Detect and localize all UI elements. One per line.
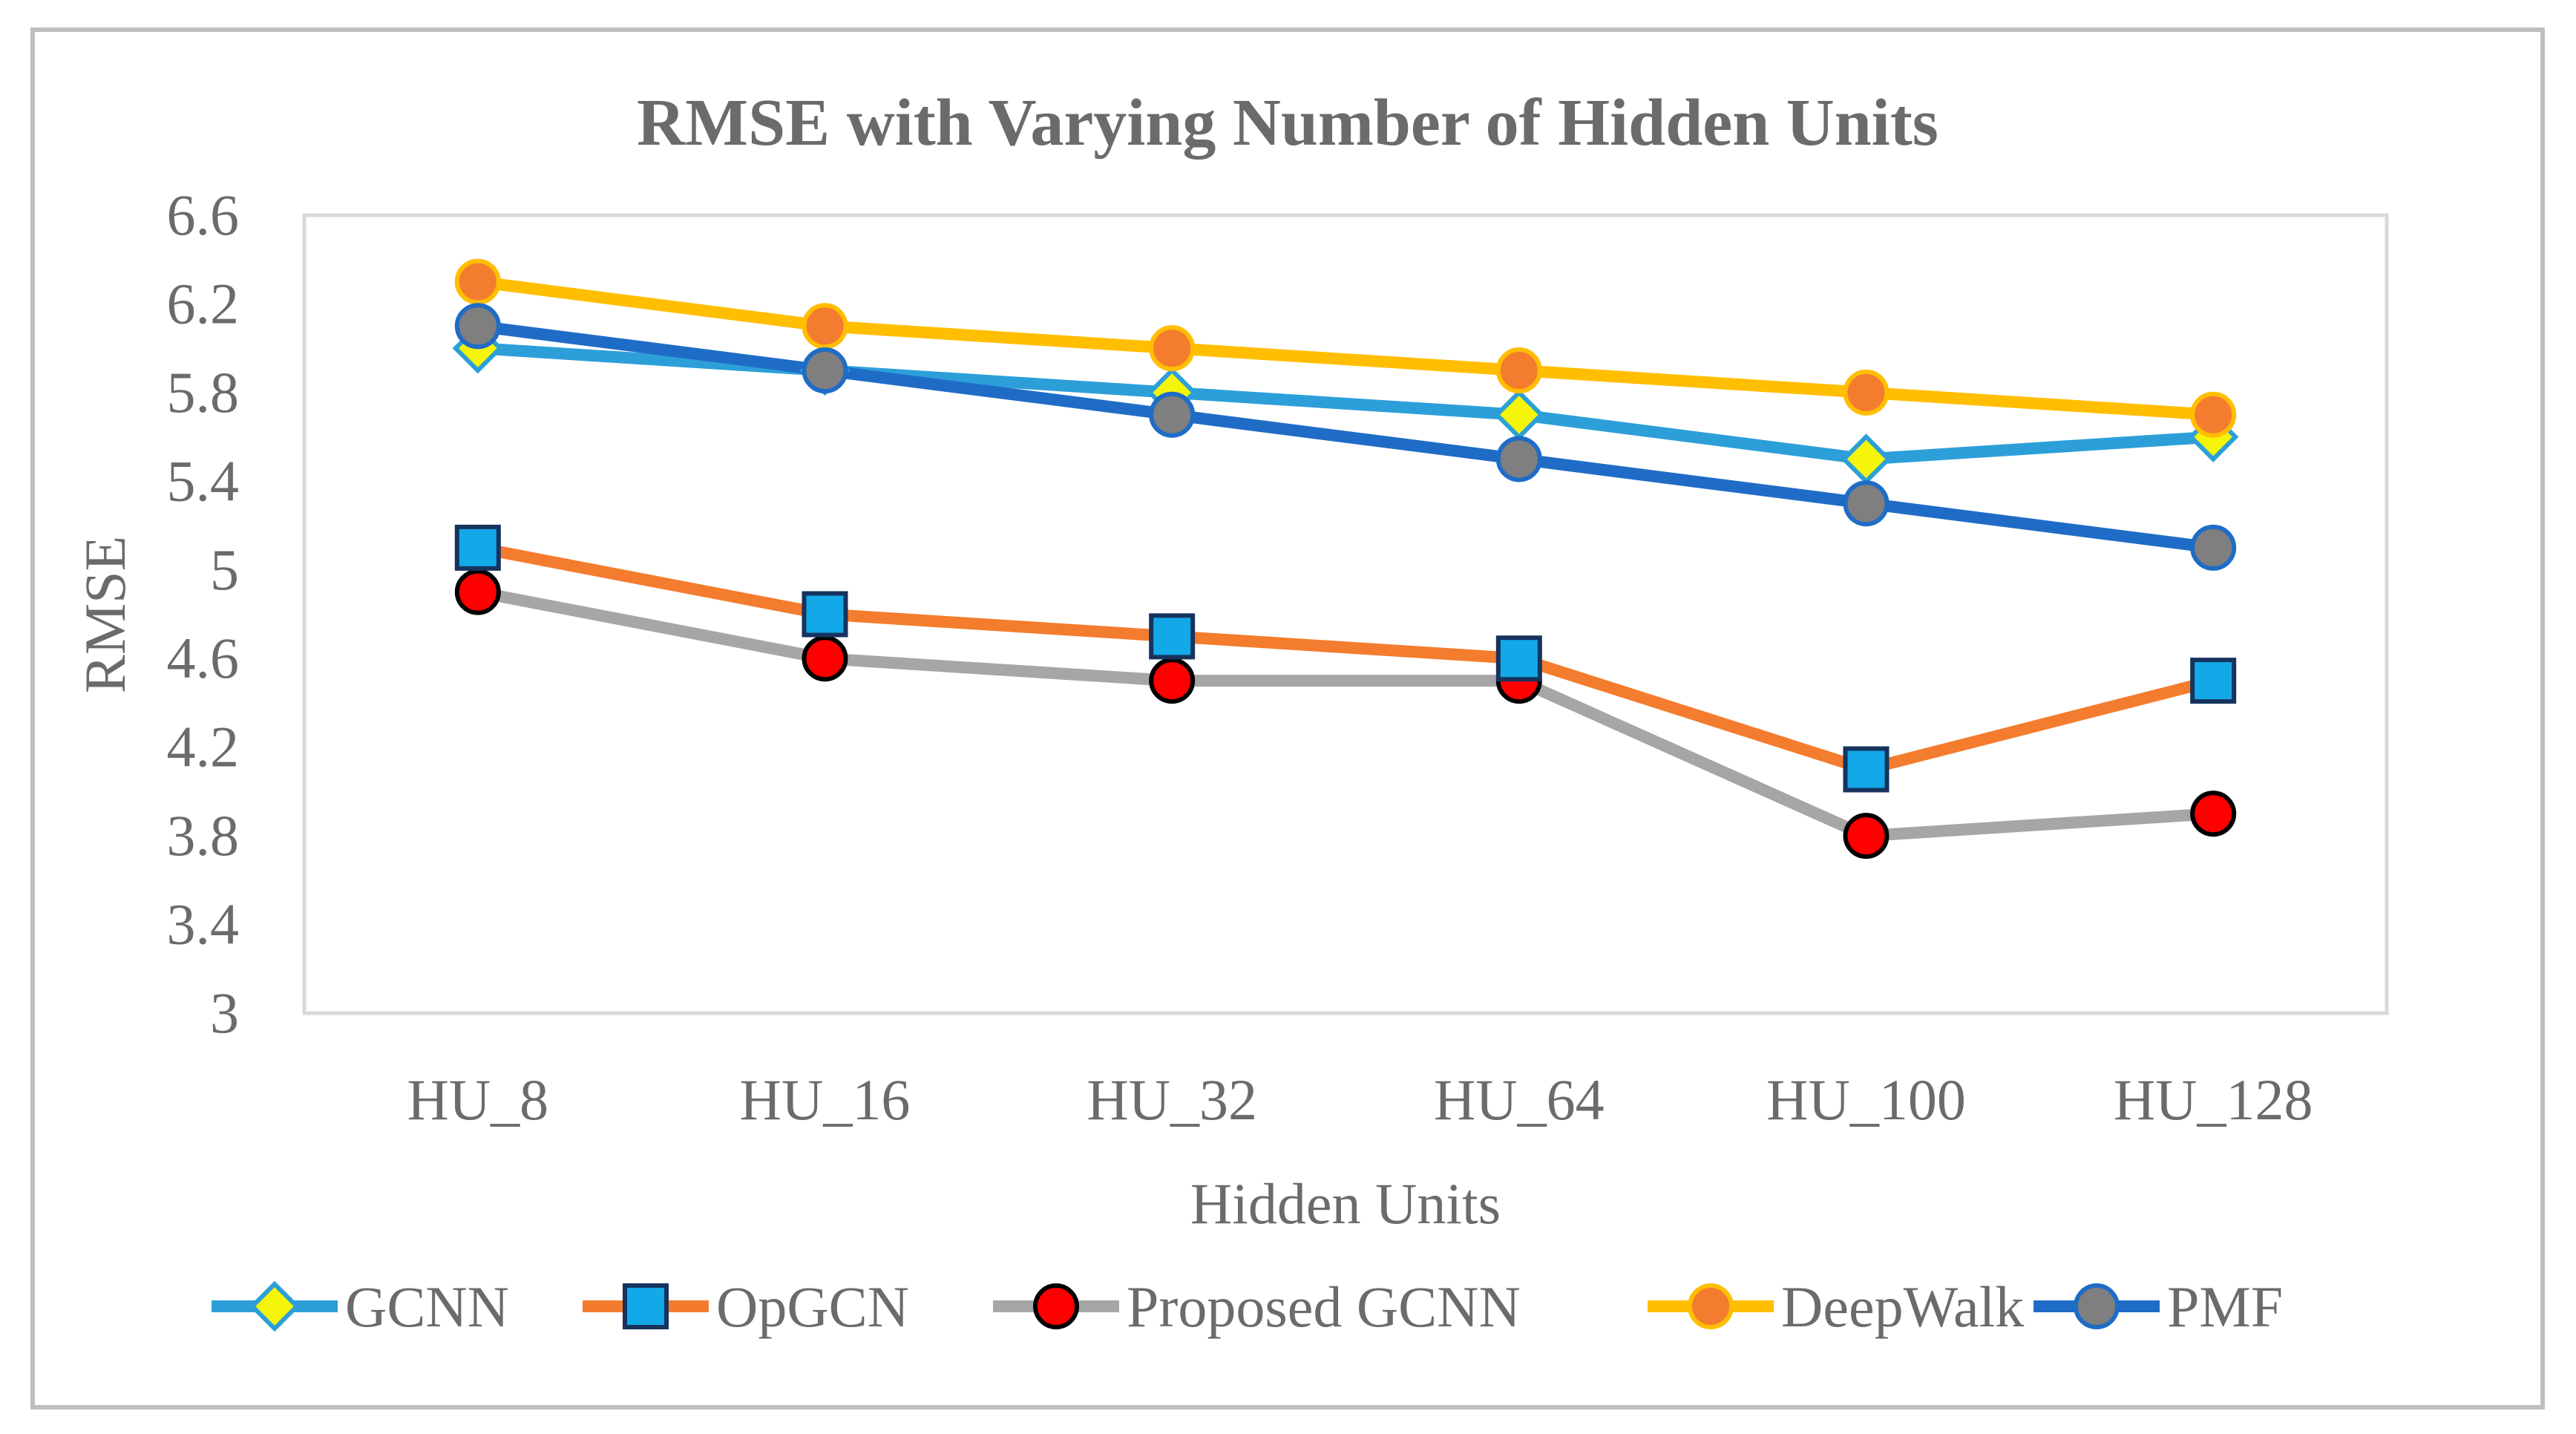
data-point-opgcn [2190, 658, 2237, 704]
legend-marker-gcnn [249, 1280, 301, 1332]
series-lines [471, 275, 2220, 842]
data-point-deepwalk [802, 303, 848, 350]
data-point-opgcn [454, 524, 501, 571]
data-point-pmf [802, 347, 848, 394]
legend: GCNN OpGCN Proposed GCNN DeepWalk PMF [212, 1274, 2283, 1339]
series-line-deepwalk [471, 275, 2220, 421]
legend-label-opgcn: OpGCN [716, 1274, 909, 1339]
data-point-proposed-gcnn [1843, 813, 1890, 860]
y-tick-label: 5.8 [167, 360, 240, 425]
series-line-proposed-gcnn [471, 586, 2220, 842]
data-point-deepwalk [1149, 325, 1196, 372]
data-point-pmf [1843, 480, 1890, 527]
series-line-opgcn [471, 541, 2220, 776]
data-point-opgcn [1149, 613, 1196, 660]
data-point-pmf [1495, 436, 1542, 482]
legend-marker-pmf [2074, 1283, 2120, 1329]
y-axis: 3 3.4 3.8 4.2 4.6 5 5.4 5.8 6.2 6.6 [167, 183, 240, 1045]
legend-marker-opgcn [623, 1283, 669, 1329]
legend-label-proposed-gcnn: Proposed GCNN [1127, 1274, 1521, 1339]
data-point-opgcn [802, 591, 848, 638]
x-axis: HU_8 HU_16 HU_32 HU_64 HU_100 HU_128 [407, 1067, 2313, 1132]
data-point-deepwalk [454, 258, 501, 305]
y-tick-label: 3.4 [167, 892, 240, 957]
data-point-deepwalk [1495, 347, 1542, 394]
x-tick-label: HU_100 [1766, 1067, 1966, 1132]
series-markers [452, 258, 2239, 860]
series-line-pmf [471, 320, 2220, 554]
data-point-pmf [1149, 391, 1196, 438]
y-tick-label: 5 [210, 537, 239, 602]
x-tick-label: HU_64 [1434, 1067, 1605, 1132]
x-tick-label: HU_8 [407, 1067, 548, 1132]
data-point-proposed-gcnn [802, 635, 848, 682]
legend-label-deepwalk: DeepWalk [1781, 1274, 2024, 1339]
legend-marker-deepwalk [1688, 1283, 1734, 1329]
y-tick-label: 6.2 [167, 271, 240, 335]
x-tick-label: HU_32 [1087, 1067, 1257, 1132]
data-point-proposed-gcnn [2190, 790, 2237, 837]
data-point-deepwalk [2190, 391, 2237, 438]
legend-label-gcnn: GCNN [345, 1274, 509, 1339]
data-point-deepwalk [1843, 369, 1890, 416]
x-axis-label: Hidden Units [1190, 1171, 1501, 1236]
data-point-proposed-gcnn [1149, 658, 1196, 704]
x-tick-label: HU_128 [2114, 1067, 2313, 1132]
chart-title: RMSE with Varying Number of Hidden Units [637, 86, 1938, 160]
data-point-opgcn [1843, 746, 1890, 793]
data-point-pmf [2190, 524, 2237, 571]
y-tick-label: 4.6 [167, 626, 240, 690]
y-tick-label: 5.4 [167, 448, 240, 513]
y-tick-label: 4.2 [167, 715, 240, 779]
legend-label-pmf: PMF [2167, 1274, 2283, 1339]
x-tick-label: HU_16 [740, 1067, 911, 1132]
data-point-pmf [454, 303, 501, 350]
y-tick-label: 6.6 [167, 183, 240, 247]
data-point-proposed-gcnn [454, 569, 501, 615]
y-tick-label: 3 [210, 980, 239, 1045]
y-tick-label: 3.8 [167, 803, 240, 868]
data-point-opgcn [1495, 635, 1542, 682]
y-axis-label: RMSE [73, 536, 137, 693]
legend-marker-proposed-gcnn [1033, 1283, 1079, 1329]
